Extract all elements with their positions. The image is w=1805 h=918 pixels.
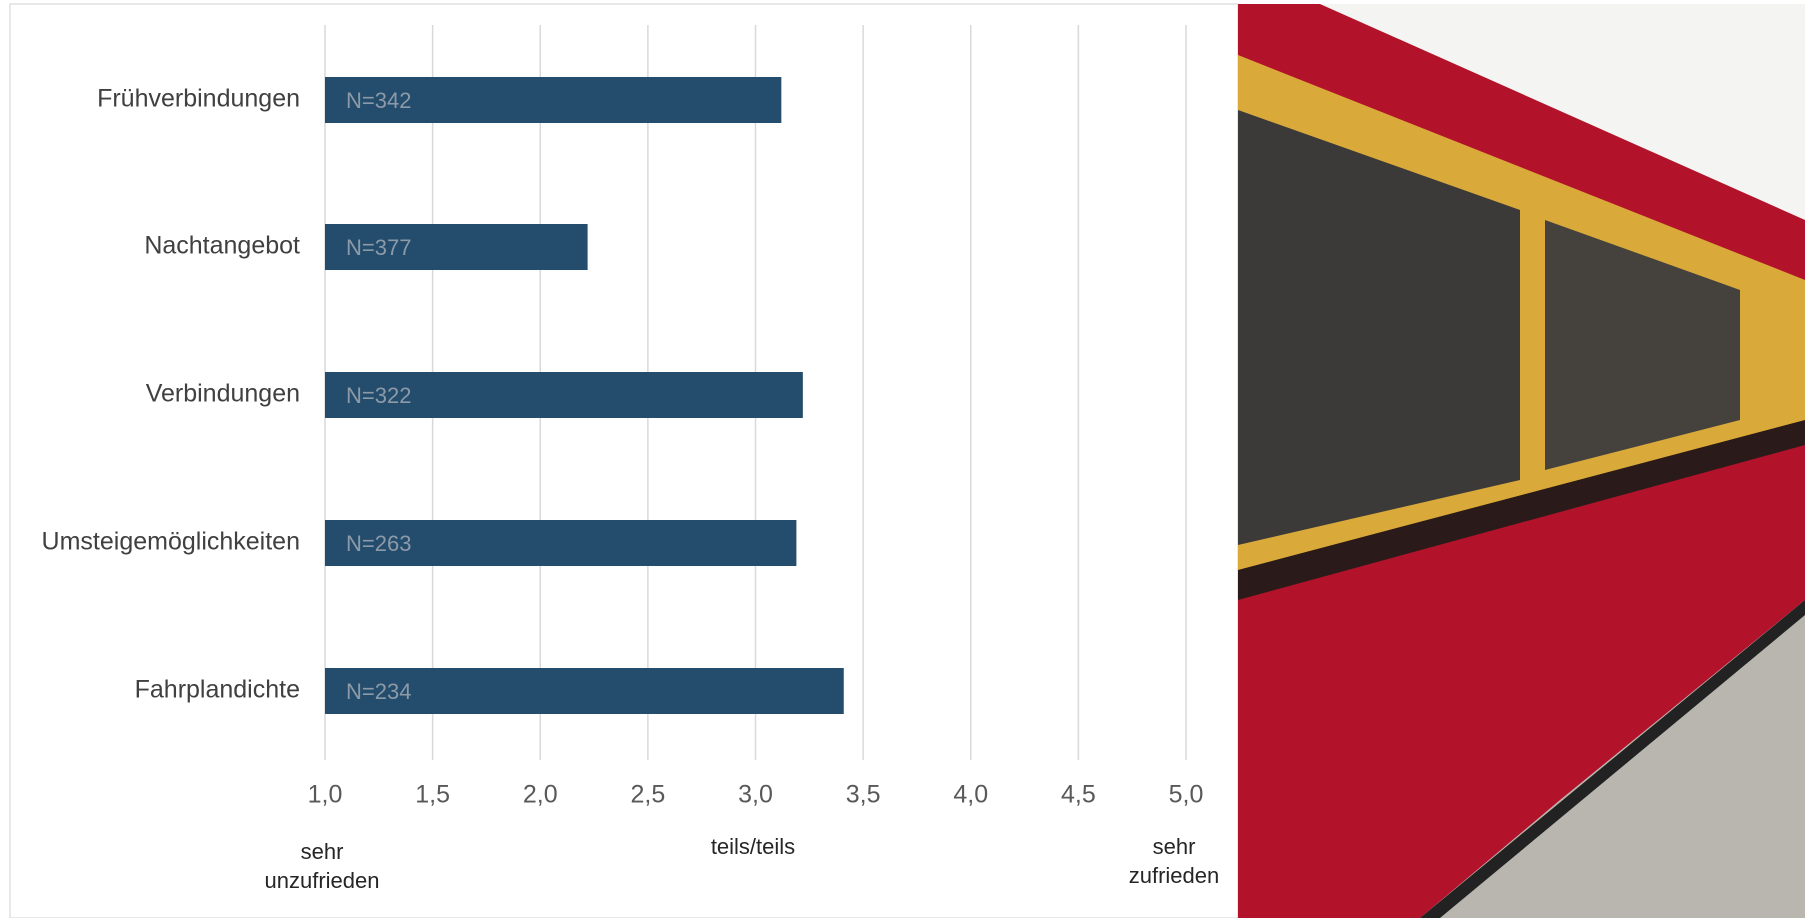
photo	[1238, 4, 1805, 918]
bar	[325, 668, 844, 714]
scale-label: zufrieden	[1129, 863, 1220, 888]
category-label: Umsteigemöglichkeiten	[42, 528, 300, 556]
chart-frame	[9, 3, 1239, 918]
train-window	[1545, 220, 1740, 470]
category-label: Frühverbindungen	[97, 85, 300, 113]
category-label: Fahrplandichte	[135, 676, 300, 704]
bar-annotation: N=322	[346, 383, 411, 408]
bar	[325, 372, 803, 418]
train-window	[1238, 110, 1520, 545]
category-label: Verbindungen	[146, 380, 300, 408]
scale-label: sehr	[301, 839, 344, 864]
train-edge	[1420, 600, 1805, 918]
x-tick-label: 4,5	[1061, 781, 1096, 809]
bar	[325, 224, 588, 270]
bar-annotation: N=263	[346, 531, 411, 556]
train-line	[1238, 420, 1805, 600]
scale-label: teils/teils	[711, 834, 795, 859]
bar	[325, 520, 797, 566]
x-tick-label: 1,5	[415, 781, 450, 809]
scale-label: unzufrieden	[265, 868, 380, 893]
x-tick-label: 3,5	[846, 781, 881, 809]
bar-annotation: N=234	[346, 679, 411, 704]
bar	[325, 77, 782, 123]
x-tick-label: 3,0	[738, 781, 773, 809]
x-tick-label: 4,0	[953, 781, 988, 809]
x-tick-label: 2,0	[523, 781, 558, 809]
x-tick-label: 5,0	[1169, 781, 1204, 809]
platform	[1238, 580, 1805, 918]
bar-annotation: N=377	[346, 235, 411, 260]
bar-annotation: N=342	[346, 88, 411, 113]
scale-label: sehr	[1153, 834, 1196, 859]
x-tick-label: 2,5	[630, 781, 665, 809]
category-label: Nachtangebot	[144, 232, 300, 260]
x-tick-label: 1,0	[308, 781, 343, 809]
